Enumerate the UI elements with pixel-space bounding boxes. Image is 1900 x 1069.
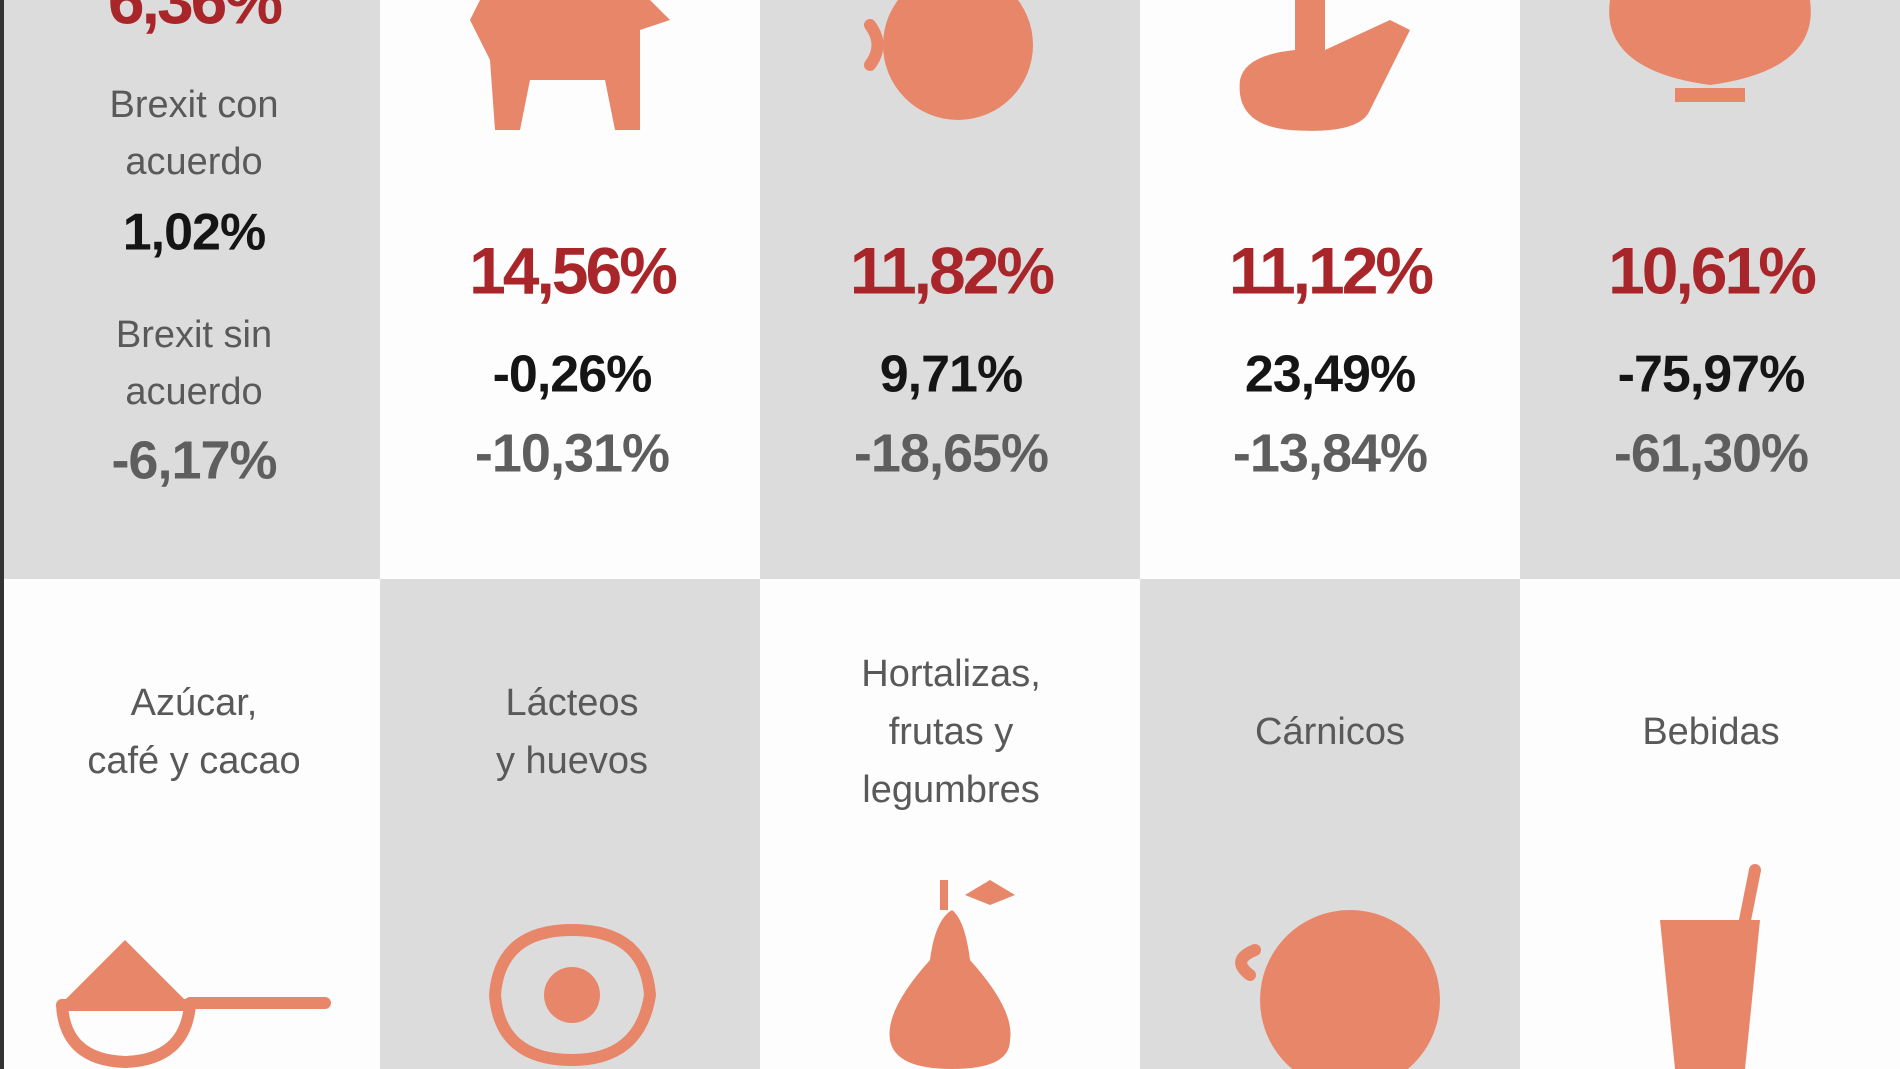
deal-value: 23,49% <box>1245 346 1415 404</box>
share-value: 14,56% <box>469 233 676 307</box>
category-label: legumbres <box>862 769 1039 811</box>
share-value: 11,82% <box>850 233 1054 307</box>
deal-value: -75,97% <box>1618 346 1805 404</box>
category-label: Bebidas <box>1642 711 1779 753</box>
deal-value: 9,71% <box>880 346 1022 404</box>
icons <box>56 0 1811 1069</box>
category-label: Azúcar, <box>131 682 258 724</box>
category-label: Lácteos <box>505 682 638 724</box>
deal-value: -0,26% <box>493 346 652 404</box>
no-deal-value: -6,17% <box>111 430 276 490</box>
texts: 6,36% Brexit con acuerdo 1,02% Brexit sin acu… <box>87 0 1818 811</box>
deal-value: 1,02% <box>123 204 265 262</box>
category-label: y huevos <box>496 740 648 782</box>
scenario-label: Brexit sin <box>116 314 272 356</box>
no-deal-value: -13,84% <box>1233 423 1427 483</box>
scenario-label: acuerdo <box>125 141 262 183</box>
share-value: 11,12% <box>1229 233 1433 307</box>
scenario-label: acuerdo <box>125 371 262 413</box>
share-value: 10,61% <box>1608 233 1815 307</box>
category-label: Hortalizas, <box>861 653 1041 695</box>
no-deal-value: -61,30% <box>1614 423 1808 483</box>
category-label: café y cacao <box>87 740 300 782</box>
no-deal-value: -10,31% <box>475 423 669 483</box>
top-value: 6,36% <box>108 0 281 37</box>
scenario-label: Brexit con <box>110 84 279 126</box>
category-label: Cárnicos <box>1255 711 1405 753</box>
no-deal-value: -18,65% <box>854 423 1048 483</box>
category-label: frutas y <box>889 711 1014 753</box>
